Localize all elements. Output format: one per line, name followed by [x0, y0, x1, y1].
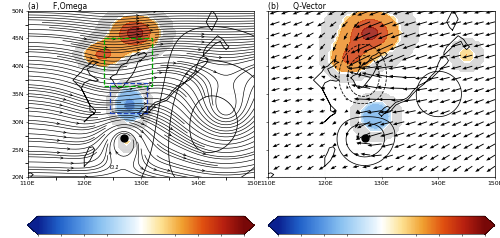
- FancyArrowPatch shape: [71, 167, 73, 169]
- FancyArrowPatch shape: [142, 123, 144, 125]
- FancyArrowPatch shape: [116, 152, 118, 154]
- FancyArrowPatch shape: [148, 111, 150, 113]
- PathPatch shape: [484, 216, 495, 234]
- FancyArrowPatch shape: [71, 162, 73, 164]
- FancyArrowPatch shape: [160, 72, 162, 74]
- FancyArrowPatch shape: [64, 131, 66, 134]
- FancyArrowPatch shape: [144, 103, 146, 105]
- FancyArrowPatch shape: [139, 135, 141, 137]
- Text: (a)      F,Omega: (a) F,Omega: [28, 2, 87, 11]
- PathPatch shape: [244, 216, 254, 234]
- FancyArrowPatch shape: [202, 33, 204, 35]
- PathPatch shape: [28, 216, 38, 234]
- FancyArrowPatch shape: [137, 49, 140, 51]
- FancyArrowPatch shape: [136, 23, 138, 25]
- FancyArrowPatch shape: [136, 34, 139, 36]
- FancyArrowPatch shape: [168, 134, 171, 136]
- Text: 3: 3: [476, 0, 480, 2]
- FancyArrowPatch shape: [203, 153, 205, 155]
- FancyArrowPatch shape: [68, 169, 70, 172]
- FancyArrowPatch shape: [170, 127, 172, 129]
- FancyArrowPatch shape: [160, 43, 163, 45]
- FancyArrowPatch shape: [142, 116, 144, 119]
- FancyArrowPatch shape: [136, 17, 138, 20]
- FancyArrowPatch shape: [136, 28, 139, 30]
- Text: 0.1: 0.1: [110, 165, 120, 170]
- FancyArrowPatch shape: [141, 130, 144, 133]
- FancyArrowPatch shape: [60, 111, 62, 113]
- FancyArrowPatch shape: [88, 62, 91, 64]
- FancyArrowPatch shape: [76, 122, 79, 124]
- FancyArrowPatch shape: [136, 41, 139, 44]
- FancyArrowPatch shape: [202, 36, 204, 38]
- FancyArrowPatch shape: [68, 148, 70, 150]
- FancyArrowPatch shape: [84, 38, 86, 40]
- FancyArrowPatch shape: [206, 58, 208, 60]
- FancyArrowPatch shape: [70, 94, 72, 96]
- FancyArrowPatch shape: [144, 97, 147, 99]
- FancyArrowPatch shape: [63, 98, 66, 100]
- FancyArrowPatch shape: [136, 20, 138, 22]
- FancyArrowPatch shape: [148, 88, 150, 90]
- FancyArrowPatch shape: [167, 66, 169, 69]
- FancyArrowPatch shape: [138, 54, 140, 56]
- FancyArrowPatch shape: [214, 70, 216, 73]
- FancyArrowPatch shape: [154, 77, 156, 79]
- FancyArrowPatch shape: [146, 92, 148, 94]
- FancyArrowPatch shape: [202, 41, 204, 43]
- FancyArrowPatch shape: [154, 168, 156, 170]
- FancyArrowPatch shape: [168, 169, 170, 171]
- FancyArrowPatch shape: [57, 139, 59, 141]
- FancyArrowPatch shape: [150, 29, 152, 31]
- FancyArrowPatch shape: [149, 82, 152, 84]
- FancyArrowPatch shape: [57, 122, 59, 124]
- FancyArrowPatch shape: [154, 11, 156, 13]
- FancyArrowPatch shape: [146, 24, 149, 27]
- FancyArrowPatch shape: [184, 154, 186, 156]
- FancyArrowPatch shape: [113, 38, 115, 40]
- FancyArrowPatch shape: [184, 157, 186, 159]
- FancyArrowPatch shape: [198, 49, 201, 51]
- FancyArrowPatch shape: [186, 73, 188, 75]
- FancyArrowPatch shape: [142, 112, 145, 114]
- FancyArrowPatch shape: [136, 15, 138, 17]
- FancyArrowPatch shape: [60, 157, 63, 159]
- FancyArrowPatch shape: [105, 46, 108, 49]
- FancyArrowPatch shape: [174, 62, 176, 64]
- FancyArrowPatch shape: [139, 60, 141, 62]
- FancyArrowPatch shape: [60, 104, 62, 106]
- Text: (b)      Q-Vector: (b) Q-Vector: [268, 2, 326, 11]
- FancyArrowPatch shape: [154, 106, 156, 108]
- FancyArrowPatch shape: [64, 136, 66, 138]
- FancyArrowPatch shape: [109, 152, 112, 154]
- FancyArrowPatch shape: [202, 169, 204, 172]
- FancyArrowPatch shape: [58, 151, 59, 154]
- FancyArrowPatch shape: [130, 88, 132, 90]
- FancyArrowPatch shape: [220, 56, 222, 59]
- FancyArrowPatch shape: [195, 70, 198, 72]
- FancyArrowPatch shape: [141, 107, 144, 109]
- FancyArrowPatch shape: [85, 176, 87, 178]
- FancyArrowPatch shape: [90, 57, 92, 59]
- FancyArrowPatch shape: [140, 167, 143, 169]
- PathPatch shape: [268, 216, 278, 234]
